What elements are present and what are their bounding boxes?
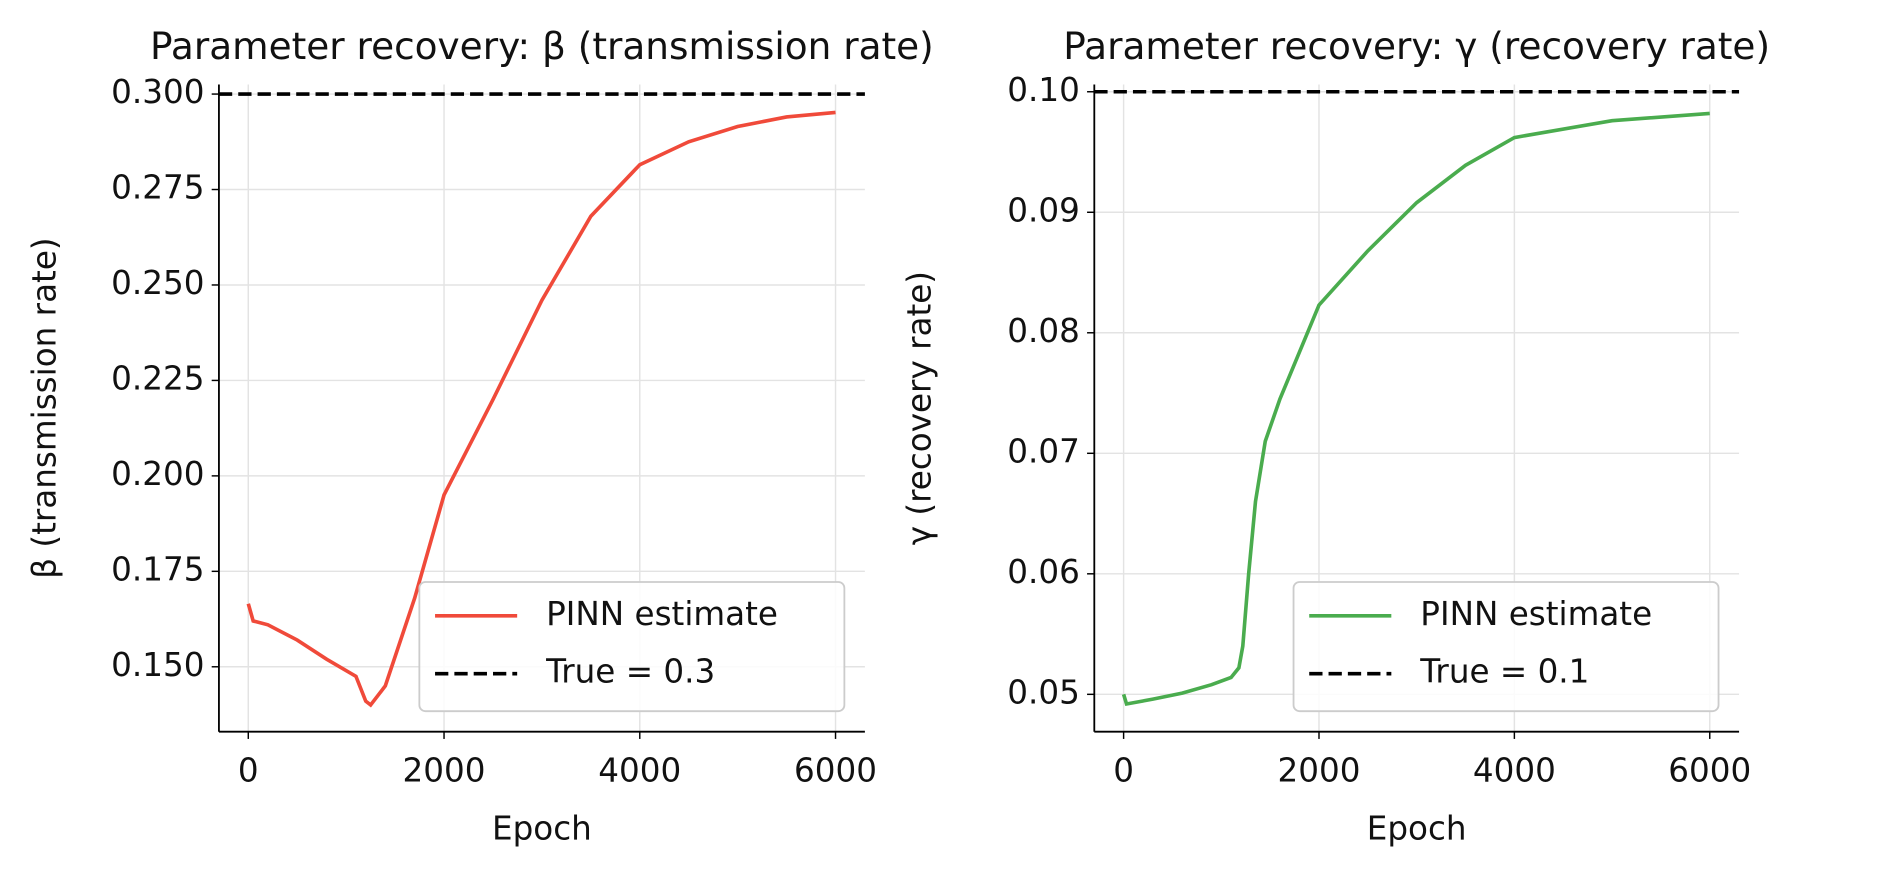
x-axis-label: Epoch — [492, 810, 592, 848]
legend-label: PINN estimate — [1420, 595, 1652, 633]
legend-label: True = 0.3 — [545, 653, 715, 691]
chart-title: Parameter recovery: γ (recovery rate) — [1063, 24, 1770, 68]
legend-box — [1292, 581, 1720, 713]
y-tick-label: 0.250 — [111, 264, 204, 302]
line-series — [246, 110, 836, 708]
y-axis-label: γ (recovery rate) — [901, 271, 939, 545]
y-tick-label: 0.06 — [1007, 553, 1080, 591]
legend-box — [418, 581, 846, 713]
x-tick-label: 6000 — [1668, 752, 1751, 790]
y-tick-label: 0.10 — [1007, 71, 1080, 109]
y-tick-label: 0.150 — [111, 646, 204, 684]
y-tick-label: 0.225 — [111, 359, 204, 397]
y-tick-label: 0.05 — [1007, 673, 1080, 711]
y-tick-label: 0.09 — [1007, 191, 1080, 229]
y-tick-label: 0.300 — [111, 73, 204, 111]
y-tick-label: 0.08 — [1007, 312, 1080, 350]
legend-label: PINN estimate — [546, 595, 778, 633]
y-tick-label: 0.07 — [1007, 432, 1080, 470]
y-tick-label: 0.175 — [111, 550, 204, 588]
x-tick-label: 0 — [238, 752, 259, 790]
x-tick-label: 6000 — [794, 752, 877, 790]
line-series — [1121, 111, 1710, 707]
x-axis-label: Epoch — [1367, 810, 1467, 848]
x-tick-label: 2000 — [1278, 752, 1361, 790]
x-tick-label: 0 — [1113, 752, 1134, 790]
x-tick-label: 2000 — [403, 752, 486, 790]
chart-title: Parameter recovery: β (transmission rate… — [150, 24, 934, 68]
x-tick-label: 4000 — [1473, 752, 1556, 790]
y-axis-label: β (transmission rate) — [25, 237, 63, 578]
x-tick-label: 4000 — [598, 752, 681, 790]
legend-label: True = 0.1 — [1419, 653, 1589, 691]
y-tick-label: 0.275 — [111, 169, 204, 207]
y-tick-label: 0.200 — [111, 455, 204, 493]
